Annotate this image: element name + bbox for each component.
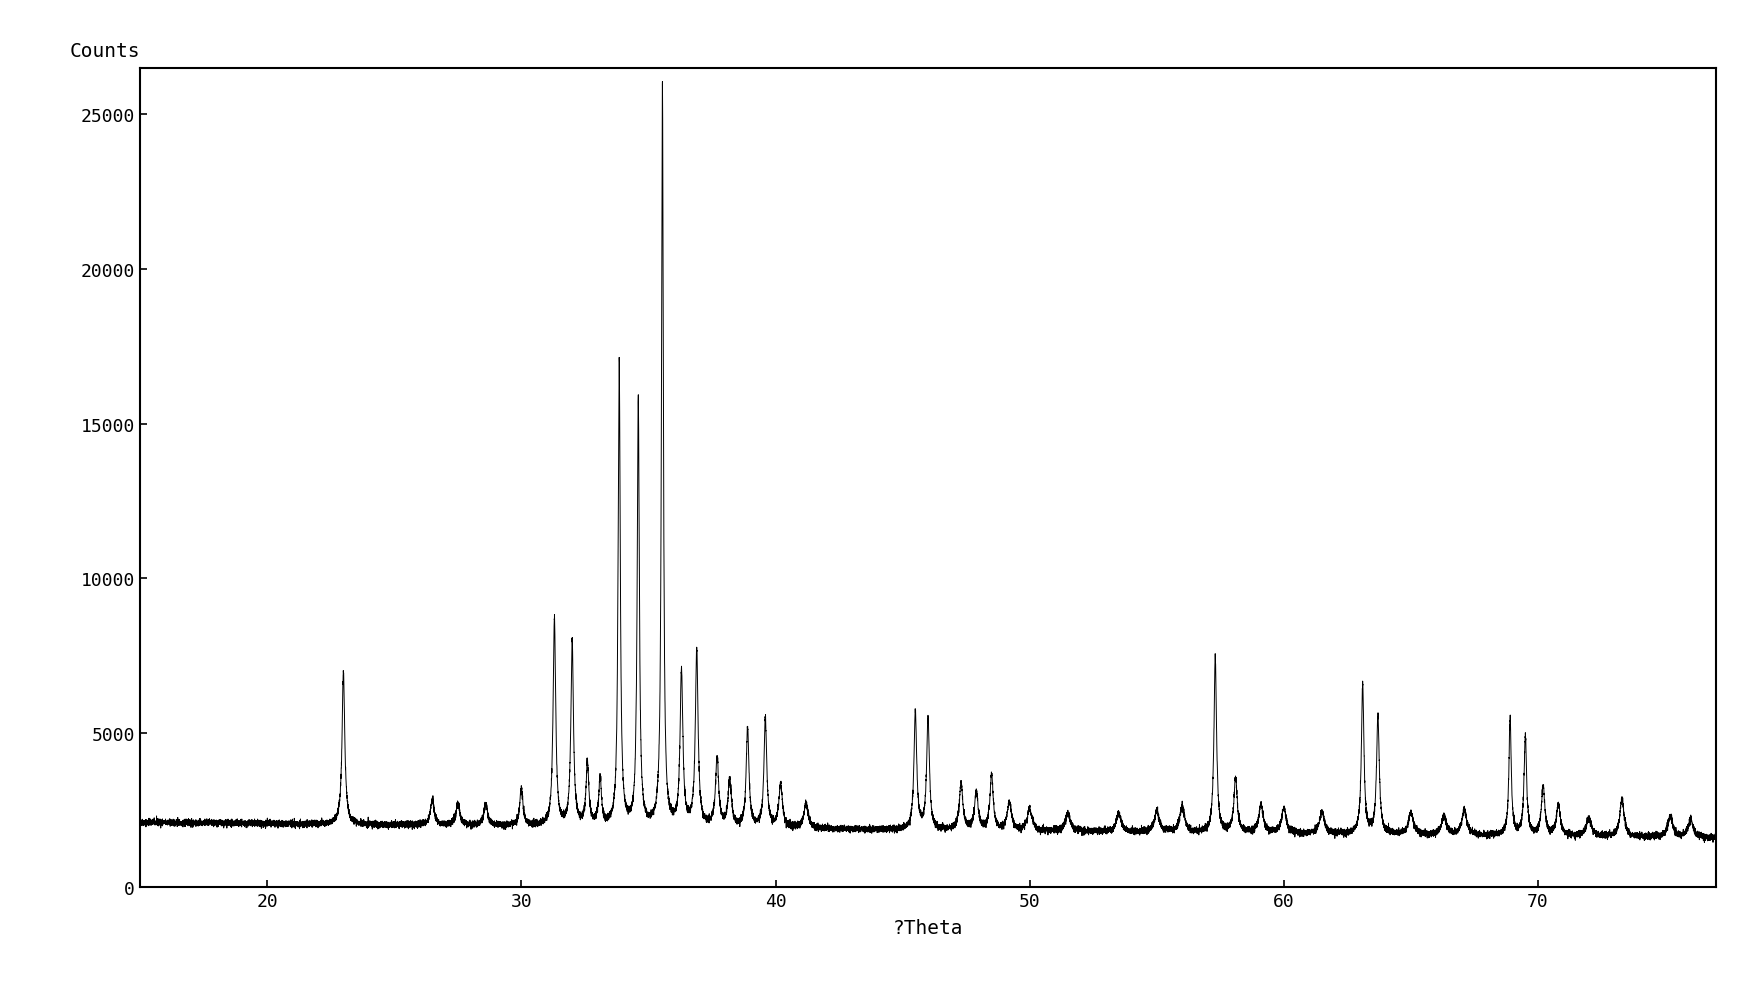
Text: Counts: Counts bbox=[68, 41, 140, 61]
X-axis label: ?Theta: ?Theta bbox=[893, 919, 963, 938]
